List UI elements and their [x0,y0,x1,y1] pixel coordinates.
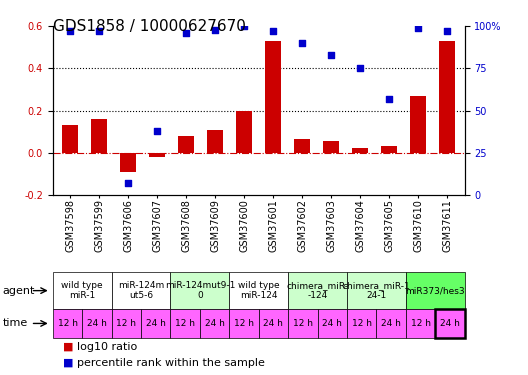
Bar [236,111,252,153]
Text: miR-124m
ut5-6: miR-124m ut5-6 [118,281,164,300]
Point [211,27,220,33]
Text: 24 h: 24 h [263,319,284,328]
Point [66,28,74,34]
Text: wild type
miR-1: wild type miR-1 [61,281,103,300]
Text: ■: ■ [63,358,74,368]
Text: miR373/hes3: miR373/hes3 [406,286,465,295]
Bar [410,96,426,153]
Text: 12 h: 12 h [352,319,372,328]
Text: time: time [3,318,28,328]
Text: 24 h: 24 h [440,319,460,328]
Bar [62,125,78,153]
Point [95,28,103,34]
Bar [323,141,339,153]
Bar [265,41,281,153]
Bar [294,139,310,153]
Bar [120,153,136,172]
Bar [352,147,368,153]
Text: wild type
miR-124: wild type miR-124 [238,281,279,300]
Text: agent: agent [3,286,35,296]
Point [124,180,133,186]
Text: 12 h: 12 h [234,319,254,328]
Point [269,28,277,34]
Point [298,40,306,46]
Point [327,52,335,58]
Text: 12 h: 12 h [116,319,136,328]
Point [414,25,422,31]
Text: 24 h: 24 h [381,319,401,328]
Text: miR-124mut9-1
0: miR-124mut9-1 0 [165,281,235,300]
Text: 12 h: 12 h [175,319,195,328]
Text: chimera_miR-1
24-1: chimera_miR-1 24-1 [343,281,410,300]
Bar [91,119,107,153]
Text: chimera_miR-
-124: chimera_miR- -124 [287,281,348,300]
Point [385,96,393,102]
Bar [381,147,397,153]
Text: 24 h: 24 h [205,319,224,328]
Point [240,23,249,29]
Text: 12 h: 12 h [293,319,313,328]
Bar [207,130,223,153]
Point [356,65,364,71]
Bar [178,136,194,153]
Bar [439,41,455,153]
Point [153,128,162,134]
Point [443,28,451,34]
Text: 24 h: 24 h [146,319,166,328]
Text: log10 ratio: log10 ratio [77,342,137,352]
Text: GDS1858 / 10000627670: GDS1858 / 10000627670 [53,19,246,34]
Text: ■: ■ [63,342,74,352]
Text: percentile rank within the sample: percentile rank within the sample [77,358,265,368]
Bar [149,153,165,157]
Text: 12 h: 12 h [410,319,430,328]
Point [182,30,191,36]
Text: 12 h: 12 h [58,319,78,328]
Text: 24 h: 24 h [322,319,342,328]
Text: 24 h: 24 h [87,319,107,328]
